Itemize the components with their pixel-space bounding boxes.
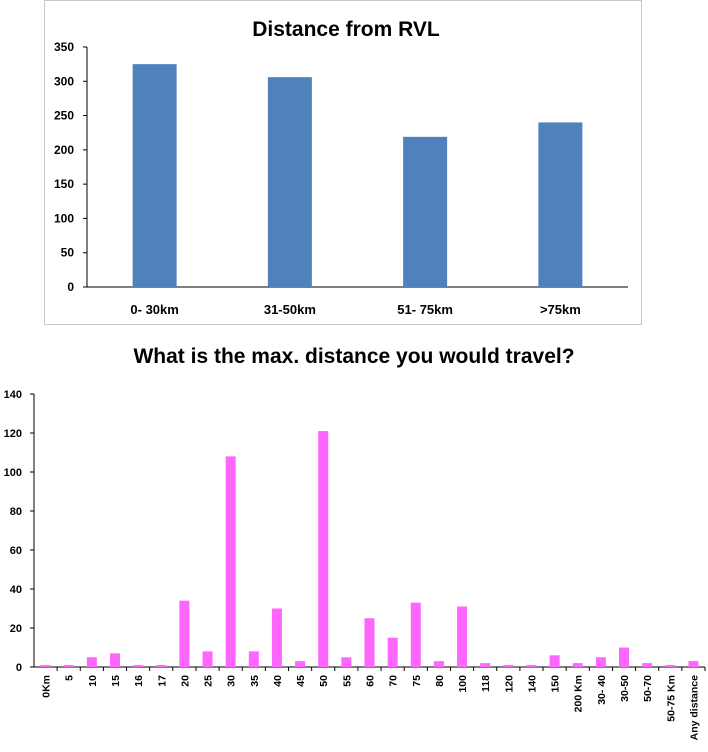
chart-2-bar [202, 651, 213, 667]
chart-2-bar [480, 663, 491, 667]
max-distance-travel-chart: What is the max. distance you would trav… [4, 345, 706, 741]
chart-2-bar [572, 663, 583, 667]
chart-2-category-label: 75 [411, 675, 423, 687]
chart-2-y-tick-label: 0 [16, 662, 22, 674]
chart-2-category-label: 50-75 Km [665, 675, 677, 722]
chart-2-category-label: 60 [365, 675, 377, 687]
chart-2-bar [549, 655, 560, 667]
chart-2-bar [63, 665, 74, 667]
chart-2-bar [642, 663, 653, 667]
chart-2-category-label: 200 Km [573, 675, 585, 712]
chart-1-bar [267, 77, 312, 288]
chart-2-bar [179, 600, 190, 667]
chart-2-category-label: 30 [226, 675, 238, 687]
chart-2-category-label: 55 [341, 675, 353, 687]
chart-2-y-tick-label: 100 [4, 467, 22, 479]
chart-2-category-label: 40 [272, 675, 284, 687]
chart-2-category-label: 20 [179, 675, 191, 687]
chart-2-category-label: 70 [388, 675, 400, 687]
chart-2-bar [156, 665, 167, 667]
chart-2-category-label: 25 [203, 675, 215, 687]
chart-1-bar [538, 122, 583, 287]
chart-2-y-tick-label: 140 [4, 389, 22, 401]
chart-1-y-tick-label: 250 [54, 109, 74, 123]
distance-from-rvl-chart: Distance from RVL 050100150200250300350 … [54, 18, 628, 317]
chart-2-bar [433, 661, 444, 667]
chart-2-bar [503, 665, 514, 667]
chart-2-bar [526, 665, 537, 667]
chart-2-bar [619, 647, 630, 667]
chart-2-category-label: 140 [526, 675, 538, 693]
chart-2-category-label: 15 [110, 675, 122, 687]
chart-1-category-label: 31-50km [264, 302, 316, 317]
chart-2-category-label: 100 [457, 675, 469, 693]
chart-2-bar [318, 431, 329, 667]
chart-2-y-tick-label: 40 [10, 584, 22, 596]
chart-2-category-label: 150 [550, 675, 562, 693]
chart-2-bar [40, 665, 51, 667]
chart-2-bar [688, 661, 699, 667]
chart-2-bar [271, 608, 282, 667]
chart-1-category-label: 51- 75km [397, 302, 453, 317]
chart-2-y-tick-label: 80 [10, 506, 22, 518]
chart-2-category-label: 5 [64, 675, 76, 681]
chart-2-bar [248, 651, 259, 667]
chart-2-bar [595, 657, 606, 667]
chart-2-bar [387, 637, 398, 667]
chart-2-bar [225, 456, 236, 667]
chart-2-category-label: 50-70 [642, 675, 654, 702]
chart-2-category-label: 0Km [41, 675, 53, 698]
chart-1-y-tick-label: 150 [54, 177, 74, 191]
chart-2-bar [109, 653, 120, 667]
chart-2-category-label: Any distance [688, 675, 700, 741]
chart-1-y-tick-label: 300 [54, 74, 74, 88]
chart-2-bar [410, 602, 421, 667]
chart-1-bar [403, 136, 448, 287]
chart-2-category-label: 50 [318, 675, 330, 687]
chart-2-bar [665, 665, 676, 667]
chart-1-y-tick-label: 100 [54, 211, 74, 225]
chart-2-category-label: 80 [434, 675, 446, 687]
chart-1-bar [132, 64, 177, 288]
chart-1-y-tick-label: 200 [54, 143, 74, 157]
chart-1-y-tick-label: 0 [67, 280, 74, 294]
chart-2-bar [86, 657, 97, 667]
chart-2-y-tick-label: 60 [10, 545, 22, 557]
chart-2-category-label: 17 [156, 675, 168, 687]
chart-2-title: What is the max. distance you would trav… [133, 345, 574, 368]
chart-2-category-label: 35 [249, 675, 261, 687]
chart-1-category-label: 0- 30km [130, 302, 178, 317]
chart-2-category-label: 30- 40 [596, 675, 608, 705]
chart-2-bar [457, 606, 468, 667]
chart-1-title: Distance from RVL [252, 18, 440, 41]
chart-2-category-label: 118 [480, 675, 492, 692]
chart-2-category-label: 16 [133, 675, 145, 687]
chart-2-category-label: 10 [87, 675, 99, 687]
chart-2-bar [364, 618, 375, 667]
chart-2-category-label: 45 [295, 675, 307, 687]
chart-2-bar [295, 661, 306, 667]
chart-1-y-tick-label: 350 [54, 40, 74, 54]
chart-2-bar [133, 665, 144, 667]
chart-2-category-label: 120 [503, 675, 515, 693]
chart-1-y-tick-label: 50 [61, 246, 75, 260]
chart-2-category-label: 30-50 [619, 675, 631, 702]
chart-2-y-tick-label: 20 [10, 623, 22, 635]
chart-1-category-label: >75km [540, 302, 581, 317]
chart-2-y-tick-label: 120 [4, 428, 22, 440]
chart-2-bar [341, 657, 352, 667]
